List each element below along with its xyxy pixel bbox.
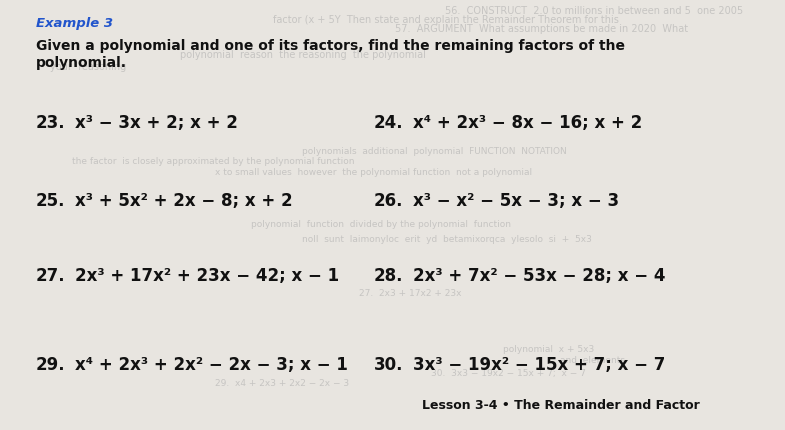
Text: and  elements: and elements xyxy=(560,355,625,364)
Text: 30.  3x3 − 19x2 − 15x + 7;  x − 7: 30. 3x3 − 19x2 − 15x + 7; x − 7 xyxy=(431,368,586,377)
Text: Example 3: Example 3 xyxy=(36,17,113,30)
Text: Given a polynomial and one of its factors, find the remaining factors of the: Given a polynomial and one of its factor… xyxy=(36,39,625,52)
Text: 3x³ − 19x² − 15x + 7; x − 7: 3x³ − 19x² − 15x + 7; x − 7 xyxy=(413,355,665,373)
Text: polynomials  additional  polynomial  FUNCTION  NOTATION: polynomials additional polynomial FUNCTI… xyxy=(301,146,566,155)
Text: noll  sunt  laimonyloc  erit  yd  betamixorqca  ylesolo  si  +  5x3: noll sunt laimonyloc erit yd betamixorqc… xyxy=(301,234,591,243)
Text: the factor  is closely approximated by the polynomial function: the factor is closely approximated by th… xyxy=(71,157,354,166)
Text: x to small values  however  the polynomial function  not a polynomial: x to small values however the polynomial… xyxy=(215,168,532,177)
Text: 2x³ + 7x² − 53x − 28; x − 4: 2x³ + 7x² − 53x − 28; x − 4 xyxy=(413,267,666,285)
Text: polynomial  function  divided by the polynomial  function: polynomial function divided by the polyn… xyxy=(251,219,511,228)
Text: x³ − 3x + 2; x + 2: x³ − 3x + 2; x + 2 xyxy=(75,114,239,132)
Text: x⁴ + 2x³ + 2x² − 2x − 3; x − 1: x⁴ + 2x³ + 2x² − 2x − 3; x − 1 xyxy=(75,355,349,373)
Text: 29.  x4 + 2x3 + 2x2 − 2x − 3: 29. x4 + 2x3 + 2x2 − 2x − 3 xyxy=(215,378,349,387)
Text: Lesson 3-4 • The Remainder and Factor: Lesson 3-4 • The Remainder and Factor xyxy=(422,398,700,411)
Text: polynomial.: polynomial. xyxy=(36,56,127,70)
Text: 27.  2x3 + 17x2 + 23x: 27. 2x3 + 17x2 + 23x xyxy=(359,288,462,297)
Text: polynomial  x + 5x3: polynomial x + 5x3 xyxy=(502,344,594,353)
Text: 27.: 27. xyxy=(36,267,65,285)
Text: 29.: 29. xyxy=(36,355,65,373)
Text: 56.  CONSTRUCT  2.0 to millions in between and 5  one 2005: 56. CONSTRUCT 2.0 to millions in between… xyxy=(445,6,743,16)
Text: 28.: 28. xyxy=(374,267,403,285)
Text: factor (x + 5Y  Then state and explain the Remainder Theorem for this: factor (x + 5Y Then state and explain th… xyxy=(273,15,619,25)
Text: 24.: 24. xyxy=(374,114,403,132)
Text: 2x³ + 17x² + 23x − 42; x − 1: 2x³ + 17x² + 23x − 42; x − 1 xyxy=(75,267,340,285)
Text: polynomial  reason  the reasoning  the polynomial: polynomial reason the reasoning the poly… xyxy=(180,49,425,59)
Text: 57.  ARGUMENT  What assumptions be made in 2020  What: 57. ARGUMENT What assumptions be made in… xyxy=(395,24,688,34)
Text: 25.: 25. xyxy=(36,191,65,209)
Text: 30.: 30. xyxy=(374,355,403,373)
Text: your  reasoning: your reasoning xyxy=(50,62,126,72)
Text: x⁴ + 2x³ − 8x − 16; x + 2: x⁴ + 2x³ − 8x − 16; x + 2 xyxy=(413,114,642,132)
Text: 23.: 23. xyxy=(36,114,65,132)
Text: 26.: 26. xyxy=(374,191,403,209)
Text: x³ + 5x² + 2x − 8; x + 2: x³ + 5x² + 2x − 8; x + 2 xyxy=(75,191,293,209)
Text: x³ − x² − 5x − 3; x − 3: x³ − x² − 5x − 3; x − 3 xyxy=(413,191,619,209)
